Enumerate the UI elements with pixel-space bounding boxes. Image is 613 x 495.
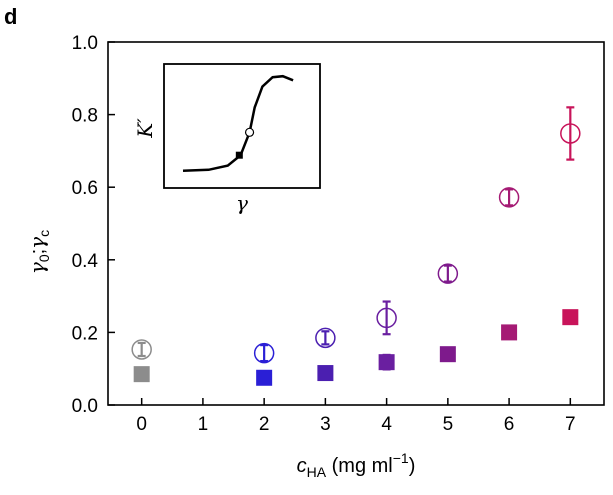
- y-tick-label: 1.0: [72, 33, 98, 54]
- inset-frame: [163, 63, 321, 189]
- inset-y-label: K′: [133, 118, 157, 139]
- inset: K′ γ: [133, 63, 321, 215]
- circle-point: [498, 187, 520, 208]
- x-tick-label: 6: [504, 414, 515, 435]
- plot-frame: [107, 41, 605, 406]
- square-point: [501, 324, 518, 341]
- x-axis-label: cHA (mg ml−1): [297, 450, 416, 480]
- square-point: [256, 369, 273, 386]
- data-marks: [131, 106, 581, 386]
- y-tick-label: 0.6: [72, 178, 98, 199]
- circle-point: [315, 327, 336, 349]
- inset-square-marker: [235, 151, 243, 159]
- x-tick-label: 1: [198, 414, 209, 435]
- circle-point: [376, 307, 397, 329]
- x-tick-label: 3: [320, 414, 331, 435]
- circle-point: [560, 123, 581, 144]
- x-tick-label: 7: [565, 414, 576, 435]
- x-axis: 0 1 2 3 4 5 6 7: [136, 398, 576, 435]
- square-point: [439, 346, 456, 363]
- inset-curve: [182, 74, 294, 173]
- circle-point: [437, 263, 459, 284]
- square-point: [133, 366, 150, 383]
- circle-point: [131, 339, 152, 360]
- square-point: [317, 365, 334, 382]
- inset-x-label: γ: [236, 191, 248, 215]
- y-tick-label: 0.2: [72, 323, 98, 344]
- y-axis: 0.0 0.2 0.4 0.6 0.8 1.0: [72, 33, 115, 417]
- panel-label: d: [4, 4, 17, 29]
- square-point: [378, 354, 395, 371]
- y-axis-label: γ0;γc: [25, 230, 52, 274]
- y-tick-label: 0.8: [72, 106, 98, 127]
- circle-point: [253, 342, 275, 364]
- x-tick-label: 0: [136, 414, 147, 435]
- y-tick-label: 0.0: [72, 396, 98, 417]
- x-tick-label: 5: [443, 414, 454, 435]
- y-tick-label: 0.4: [72, 251, 99, 272]
- x-tick-label: 4: [381, 414, 392, 435]
- square-point: [562, 309, 579, 326]
- x-tick-label: 2: [259, 414, 270, 435]
- inset-circle-marker: [244, 127, 255, 137]
